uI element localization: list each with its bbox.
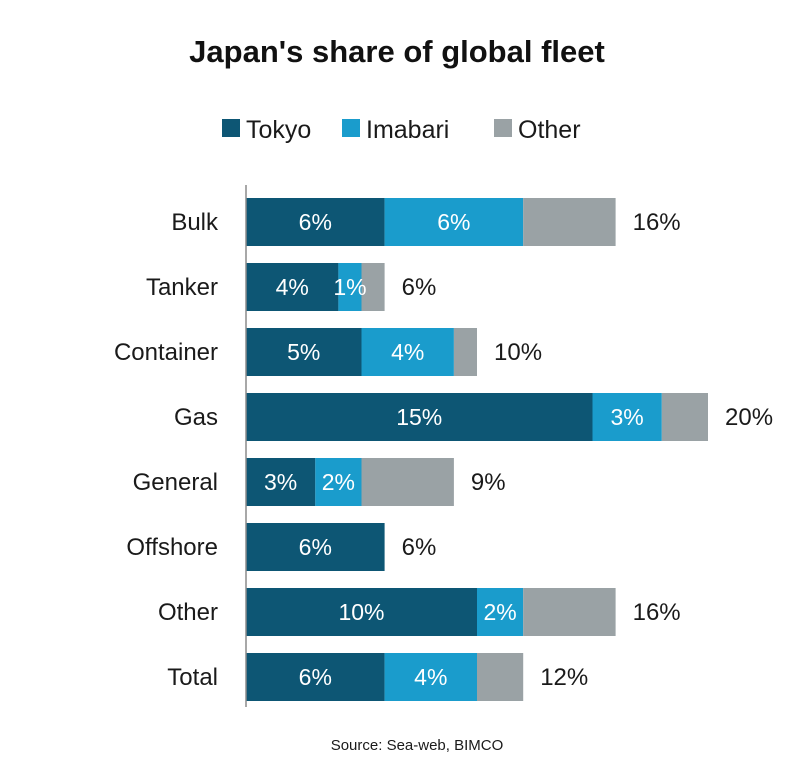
bar-general-imabari — [315, 458, 362, 506]
segment-label-general-imabari: 2% — [322, 469, 355, 495]
legend-swatch-other — [494, 119, 512, 137]
segment-label-other-imabari: 2% — [483, 599, 516, 625]
segment-label-general-tokyo: 3% — [264, 469, 297, 495]
bar-general-tokyo — [246, 458, 316, 506]
category-label-container: Container — [114, 339, 218, 366]
bar-total-tokyo — [246, 653, 385, 701]
total-label-offshore: 6% — [402, 534, 437, 561]
total-label-gas: 20% — [725, 404, 773, 431]
legend-swatch-imabari — [342, 119, 360, 137]
category-label-bulk: Bulk — [171, 209, 219, 236]
category-label-general: General — [133, 469, 218, 496]
bar-total-other — [477, 653, 524, 701]
bar-container-tokyo — [246, 328, 362, 376]
bar-tanker-tokyo — [246, 263, 339, 311]
bars — [246, 198, 708, 701]
segment-label-gas-imabari: 3% — [611, 404, 644, 430]
legend-label-tokyo: Tokyo — [246, 116, 311, 144]
segment-label-total-imabari: 4% — [414, 664, 447, 690]
segment-label-container-imabari: 4% — [391, 339, 424, 365]
bar-other-tokyo — [246, 588, 477, 636]
segment-label-bulk-imabari: 6% — [437, 209, 470, 235]
segment-label-gas-tokyo: 15% — [396, 404, 442, 430]
total-label-container: 10% — [494, 339, 542, 366]
segment-label-container-tokyo: 5% — [287, 339, 320, 365]
total-label-general: 9% — [471, 469, 506, 496]
legend-swatch-tokyo — [222, 119, 240, 137]
source-note: Source: Sea-web, BIMCO — [331, 737, 504, 754]
segment-label-offshore-tokyo: 6% — [299, 534, 332, 560]
category-label-tanker: Tanker — [146, 274, 218, 301]
total-label-tanker: 6% — [402, 274, 437, 301]
bar-other-other — [523, 588, 616, 636]
segment-label-bulk-tokyo: 6% — [299, 209, 332, 235]
category-label-total: Total — [167, 664, 218, 691]
bar-bulk-other — [523, 198, 616, 246]
legend-label-other: Other — [518, 116, 581, 144]
category-label-other: Other — [158, 599, 218, 626]
bar-tanker-other — [361, 263, 385, 311]
total-label-other: 16% — [633, 599, 681, 626]
bar-general-other — [361, 458, 454, 506]
total-label-total: 12% — [540, 664, 588, 691]
segment-label-total-tokyo: 6% — [299, 664, 332, 690]
bar-gas-imabari — [592, 393, 662, 441]
segment-label-other-tokyo: 10% — [338, 599, 384, 625]
labels: Bulk 6% 6% 16% Tanker 4% 1% 6% Container 5% 4% 10% G… — [114, 209, 773, 691]
segment-label-tanker-imabari: 1% — [333, 274, 366, 300]
bar-gas-tokyo — [246, 393, 593, 441]
legend-label-imabari: Imabari — [366, 116, 449, 144]
bar-total-imabari — [384, 653, 477, 701]
bar-container-imabari — [361, 328, 454, 376]
bar-bulk-imabari — [384, 198, 524, 246]
bar-other-imabari — [477, 588, 524, 636]
bar-offshore-tokyo — [246, 523, 385, 571]
bar-gas-other — [661, 393, 708, 441]
bar-container-other — [453, 328, 477, 376]
bar-tanker-imabari — [338, 263, 362, 311]
chart-title: Japan's share of global fleet — [189, 34, 605, 69]
legend: Tokyo Imabari Other — [222, 116, 581, 144]
bar-bulk-tokyo — [246, 198, 385, 246]
segment-label-tanker-tokyo: 4% — [276, 274, 309, 300]
category-label-offshore: Offshore — [126, 534, 218, 561]
total-label-bulk: 16% — [633, 209, 681, 236]
category-label-gas: Gas — [174, 404, 218, 431]
